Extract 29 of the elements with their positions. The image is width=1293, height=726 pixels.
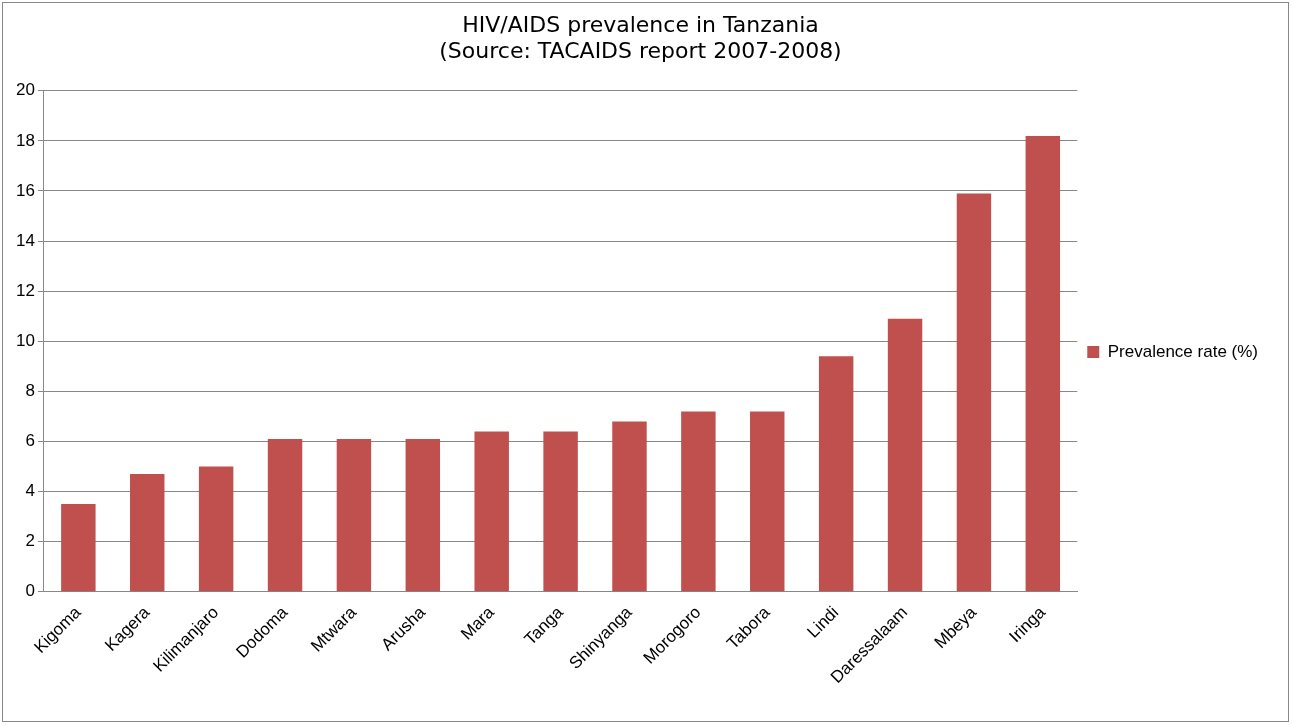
y-tick-label: 4	[25, 481, 35, 501]
bar	[267, 438, 303, 592]
y-tick-label: 14	[15, 230, 35, 250]
bar	[612, 421, 647, 592]
bar	[336, 438, 372, 592]
bar	[198, 466, 234, 592]
legend-label: Prevalence rate (%)	[1107, 341, 1259, 361]
y-tick-label: 6	[25, 431, 35, 451]
y-tick-label: 0	[25, 581, 35, 601]
bar	[543, 431, 578, 592]
bar	[1025, 135, 1061, 592]
bar	[818, 356, 854, 592]
bar	[956, 193, 992, 592]
bar	[750, 411, 785, 592]
y-tick-label: 12	[15, 280, 35, 300]
chart-subtitle: (Source: TACAIDS report 2007-2008)	[439, 38, 842, 64]
y-tick-label: 18	[15, 130, 35, 150]
bar	[405, 438, 441, 592]
y-tick-label: 8	[25, 381, 35, 401]
bar	[61, 504, 96, 592]
bar	[681, 411, 716, 592]
y-tick-label: 10	[15, 330, 35, 350]
bar	[887, 318, 923, 592]
y-tick-label: 2	[25, 531, 35, 551]
y-tick-label: 16	[15, 180, 35, 200]
bar	[130, 474, 165, 592]
y-tick-label: 20	[15, 80, 35, 100]
bar	[474, 431, 509, 592]
chart-title: HIV/AIDS prevalence in Tanzania	[462, 11, 819, 37]
